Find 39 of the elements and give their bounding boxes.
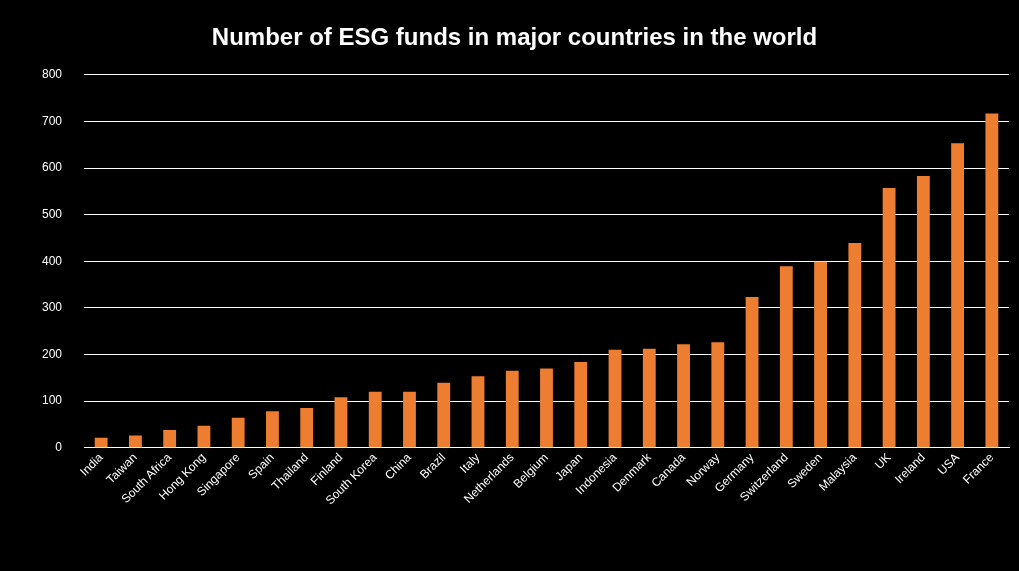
bar <box>403 391 416 448</box>
y-tick-label: 200 <box>41 346 63 361</box>
bar <box>334 397 348 448</box>
y-tick-label: 100 <box>41 393 63 408</box>
bar <box>985 113 999 448</box>
bar <box>437 382 451 448</box>
chart-title: Number of ESG funds in major countries in the world <box>211 23 818 51</box>
bar <box>916 175 930 448</box>
bar <box>540 368 553 448</box>
bar <box>266 411 279 448</box>
bar <box>471 376 485 448</box>
bar <box>574 361 588 448</box>
bar <box>951 143 965 448</box>
bar <box>231 417 245 448</box>
y-tick-label: 700 <box>41 113 63 128</box>
bar <box>608 349 622 448</box>
bar <box>642 348 656 448</box>
bar <box>94 437 108 448</box>
y-tick-label: 600 <box>41 160 63 175</box>
y-tick-label: 300 <box>41 300 63 315</box>
bar <box>128 435 142 448</box>
bar <box>300 408 314 448</box>
y-tick-label: 0 <box>55 439 63 454</box>
y-tick-label: 400 <box>41 253 63 268</box>
bar <box>848 243 862 448</box>
bar <box>505 370 519 448</box>
bar <box>163 429 177 448</box>
bar <box>711 342 725 448</box>
bar <box>197 425 211 448</box>
x-tick-label: USA <box>934 450 963 478</box>
bar <box>745 297 759 448</box>
bar <box>677 344 690 448</box>
y-tick-label: 800 <box>41 67 63 82</box>
bar <box>368 391 382 448</box>
y-tick-label: 500 <box>41 206 63 221</box>
bar <box>882 188 896 448</box>
x-tick-label: UK <box>871 450 894 472</box>
bar <box>814 261 827 448</box>
bar <box>779 266 793 448</box>
